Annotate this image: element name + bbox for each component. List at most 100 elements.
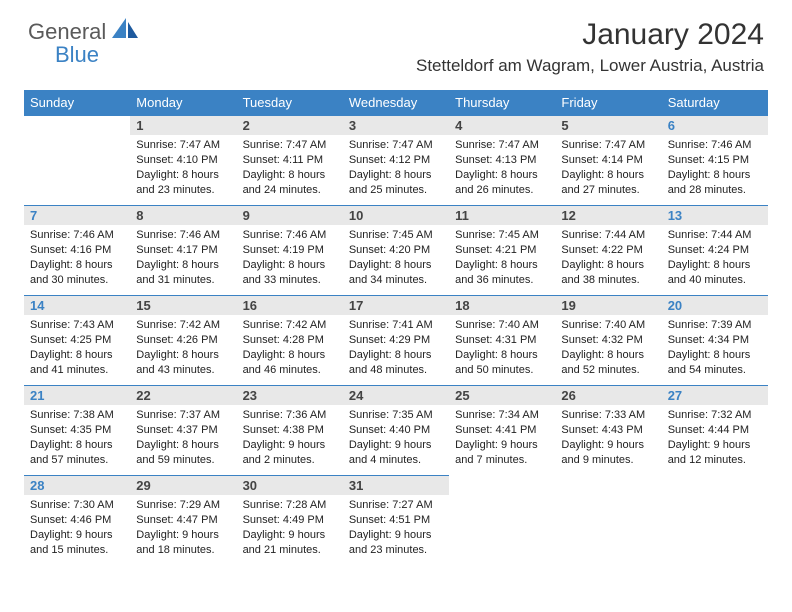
day-info: Sunrise: 7:29 AMSunset: 4:47 PMDaylight:…	[130, 495, 236, 562]
calendar-day-cell: 6Sunrise: 7:46 AMSunset: 4:15 PMDaylight…	[662, 116, 768, 206]
logo-text-general: General	[28, 19, 106, 45]
day-info: Sunrise: 7:27 AMSunset: 4:51 PMDaylight:…	[343, 495, 449, 562]
day-info: Sunrise: 7:47 AMSunset: 4:13 PMDaylight:…	[449, 135, 555, 202]
calendar-day-cell: 24Sunrise: 7:35 AMSunset: 4:40 PMDayligh…	[343, 386, 449, 476]
day-info: Sunrise: 7:34 AMSunset: 4:41 PMDaylight:…	[449, 405, 555, 472]
day-number: 8	[130, 206, 236, 225]
day-info: Sunrise: 7:28 AMSunset: 4:49 PMDaylight:…	[237, 495, 343, 562]
calendar-day-cell: 30Sunrise: 7:28 AMSunset: 4:49 PMDayligh…	[237, 476, 343, 566]
day-info: Sunrise: 7:42 AMSunset: 4:26 PMDaylight:…	[130, 315, 236, 382]
calendar-day-cell: 16Sunrise: 7:42 AMSunset: 4:28 PMDayligh…	[237, 296, 343, 386]
day-info: Sunrise: 7:47 AMSunset: 4:10 PMDaylight:…	[130, 135, 236, 202]
calendar-header-row: SundayMondayTuesdayWednesdayThursdayFrid…	[24, 90, 768, 116]
day-number: 20	[662, 296, 768, 315]
header: General Blue January 2024 Stetteldorf am…	[0, 0, 792, 82]
day-number: 22	[130, 386, 236, 405]
day-number: 7	[24, 206, 130, 225]
day-number: 11	[449, 206, 555, 225]
calendar-day-cell	[662, 476, 768, 566]
day-number: 31	[343, 476, 449, 495]
calendar-day-cell: 11Sunrise: 7:45 AMSunset: 4:21 PMDayligh…	[449, 206, 555, 296]
day-number: 4	[449, 116, 555, 135]
calendar-day-cell: 19Sunrise: 7:40 AMSunset: 4:32 PMDayligh…	[555, 296, 661, 386]
day-number: 18	[449, 296, 555, 315]
calendar-day-cell: 18Sunrise: 7:40 AMSunset: 4:31 PMDayligh…	[449, 296, 555, 386]
calendar-week-row: 28Sunrise: 7:30 AMSunset: 4:46 PMDayligh…	[24, 476, 768, 566]
calendar-day-cell	[555, 476, 661, 566]
day-of-week-header: Friday	[555, 90, 661, 116]
day-info: Sunrise: 7:44 AMSunset: 4:24 PMDaylight:…	[662, 225, 768, 292]
day-info: Sunrise: 7:45 AMSunset: 4:21 PMDaylight:…	[449, 225, 555, 292]
day-number: 23	[237, 386, 343, 405]
day-of-week-header: Sunday	[24, 90, 130, 116]
calendar-day-cell	[24, 116, 130, 206]
calendar-day-cell: 7Sunrise: 7:46 AMSunset: 4:16 PMDaylight…	[24, 206, 130, 296]
calendar-day-cell: 29Sunrise: 7:29 AMSunset: 4:47 PMDayligh…	[130, 476, 236, 566]
calendar-day-cell: 25Sunrise: 7:34 AMSunset: 4:41 PMDayligh…	[449, 386, 555, 476]
calendar-day-cell: 22Sunrise: 7:37 AMSunset: 4:37 PMDayligh…	[130, 386, 236, 476]
calendar-day-cell: 15Sunrise: 7:42 AMSunset: 4:26 PMDayligh…	[130, 296, 236, 386]
day-info: Sunrise: 7:30 AMSunset: 4:46 PMDaylight:…	[24, 495, 130, 562]
day-number: 15	[130, 296, 236, 315]
day-number: 12	[555, 206, 661, 225]
day-number: 29	[130, 476, 236, 495]
day-number: 17	[343, 296, 449, 315]
calendar-day-cell: 5Sunrise: 7:47 AMSunset: 4:14 PMDaylight…	[555, 116, 661, 206]
calendar-week-row: 1Sunrise: 7:47 AMSunset: 4:10 PMDaylight…	[24, 116, 768, 206]
calendar-week-row: 21Sunrise: 7:38 AMSunset: 4:35 PMDayligh…	[24, 386, 768, 476]
day-number: 2	[237, 116, 343, 135]
day-number: 16	[237, 296, 343, 315]
calendar-day-cell: 23Sunrise: 7:36 AMSunset: 4:38 PMDayligh…	[237, 386, 343, 476]
location: Stetteldorf am Wagram, Lower Austria, Au…	[416, 56, 764, 76]
title-block: January 2024 Stetteldorf am Wagram, Lowe…	[416, 18, 764, 76]
day-number: 28	[24, 476, 130, 495]
calendar-day-cell: 14Sunrise: 7:43 AMSunset: 4:25 PMDayligh…	[24, 296, 130, 386]
day-of-week-header: Wednesday	[343, 90, 449, 116]
day-number: 21	[24, 386, 130, 405]
day-number: 14	[24, 296, 130, 315]
calendar-day-cell: 12Sunrise: 7:44 AMSunset: 4:22 PMDayligh…	[555, 206, 661, 296]
day-info: Sunrise: 7:38 AMSunset: 4:35 PMDaylight:…	[24, 405, 130, 472]
calendar-day-cell	[449, 476, 555, 566]
calendar-week-row: 7Sunrise: 7:46 AMSunset: 4:16 PMDaylight…	[24, 206, 768, 296]
day-info: Sunrise: 7:46 AMSunset: 4:19 PMDaylight:…	[237, 225, 343, 292]
day-number: 24	[343, 386, 449, 405]
calendar-day-cell: 4Sunrise: 7:47 AMSunset: 4:13 PMDaylight…	[449, 116, 555, 206]
calendar-day-cell: 8Sunrise: 7:46 AMSunset: 4:17 PMDaylight…	[130, 206, 236, 296]
day-info: Sunrise: 7:47 AMSunset: 4:12 PMDaylight:…	[343, 135, 449, 202]
calendar-day-cell: 2Sunrise: 7:47 AMSunset: 4:11 PMDaylight…	[237, 116, 343, 206]
day-info: Sunrise: 7:44 AMSunset: 4:22 PMDaylight:…	[555, 225, 661, 292]
calendar-day-cell: 28Sunrise: 7:30 AMSunset: 4:46 PMDayligh…	[24, 476, 130, 566]
day-info: Sunrise: 7:35 AMSunset: 4:40 PMDaylight:…	[343, 405, 449, 472]
calendar-day-cell: 9Sunrise: 7:46 AMSunset: 4:19 PMDaylight…	[237, 206, 343, 296]
calendar-day-cell: 3Sunrise: 7:47 AMSunset: 4:12 PMDaylight…	[343, 116, 449, 206]
day-info: Sunrise: 7:42 AMSunset: 4:28 PMDaylight:…	[237, 315, 343, 382]
day-info: Sunrise: 7:45 AMSunset: 4:20 PMDaylight:…	[343, 225, 449, 292]
day-info: Sunrise: 7:40 AMSunset: 4:31 PMDaylight:…	[449, 315, 555, 382]
day-number: 1	[130, 116, 236, 135]
day-info: Sunrise: 7:33 AMSunset: 4:43 PMDaylight:…	[555, 405, 661, 472]
day-number: 26	[555, 386, 661, 405]
day-number: 5	[555, 116, 661, 135]
calendar-day-cell: 13Sunrise: 7:44 AMSunset: 4:24 PMDayligh…	[662, 206, 768, 296]
calendar-day-cell: 20Sunrise: 7:39 AMSunset: 4:34 PMDayligh…	[662, 296, 768, 386]
day-info: Sunrise: 7:46 AMSunset: 4:17 PMDaylight:…	[130, 225, 236, 292]
day-info: Sunrise: 7:47 AMSunset: 4:14 PMDaylight:…	[555, 135, 661, 202]
day-number: 13	[662, 206, 768, 225]
day-info: Sunrise: 7:40 AMSunset: 4:32 PMDaylight:…	[555, 315, 661, 382]
calendar-day-cell: 21Sunrise: 7:38 AMSunset: 4:35 PMDayligh…	[24, 386, 130, 476]
day-info: Sunrise: 7:41 AMSunset: 4:29 PMDaylight:…	[343, 315, 449, 382]
day-of-week-header: Tuesday	[237, 90, 343, 116]
day-info: Sunrise: 7:47 AMSunset: 4:11 PMDaylight:…	[237, 135, 343, 202]
day-number: 6	[662, 116, 768, 135]
day-info: Sunrise: 7:37 AMSunset: 4:37 PMDaylight:…	[130, 405, 236, 472]
day-number: 3	[343, 116, 449, 135]
day-of-week-header: Thursday	[449, 90, 555, 116]
day-info: Sunrise: 7:43 AMSunset: 4:25 PMDaylight:…	[24, 315, 130, 382]
day-of-week-header: Monday	[130, 90, 236, 116]
day-number: 30	[237, 476, 343, 495]
day-number: 9	[237, 206, 343, 225]
month-title: January 2024	[416, 18, 764, 52]
day-number: 10	[343, 206, 449, 225]
calendar-day-cell: 10Sunrise: 7:45 AMSunset: 4:20 PMDayligh…	[343, 206, 449, 296]
